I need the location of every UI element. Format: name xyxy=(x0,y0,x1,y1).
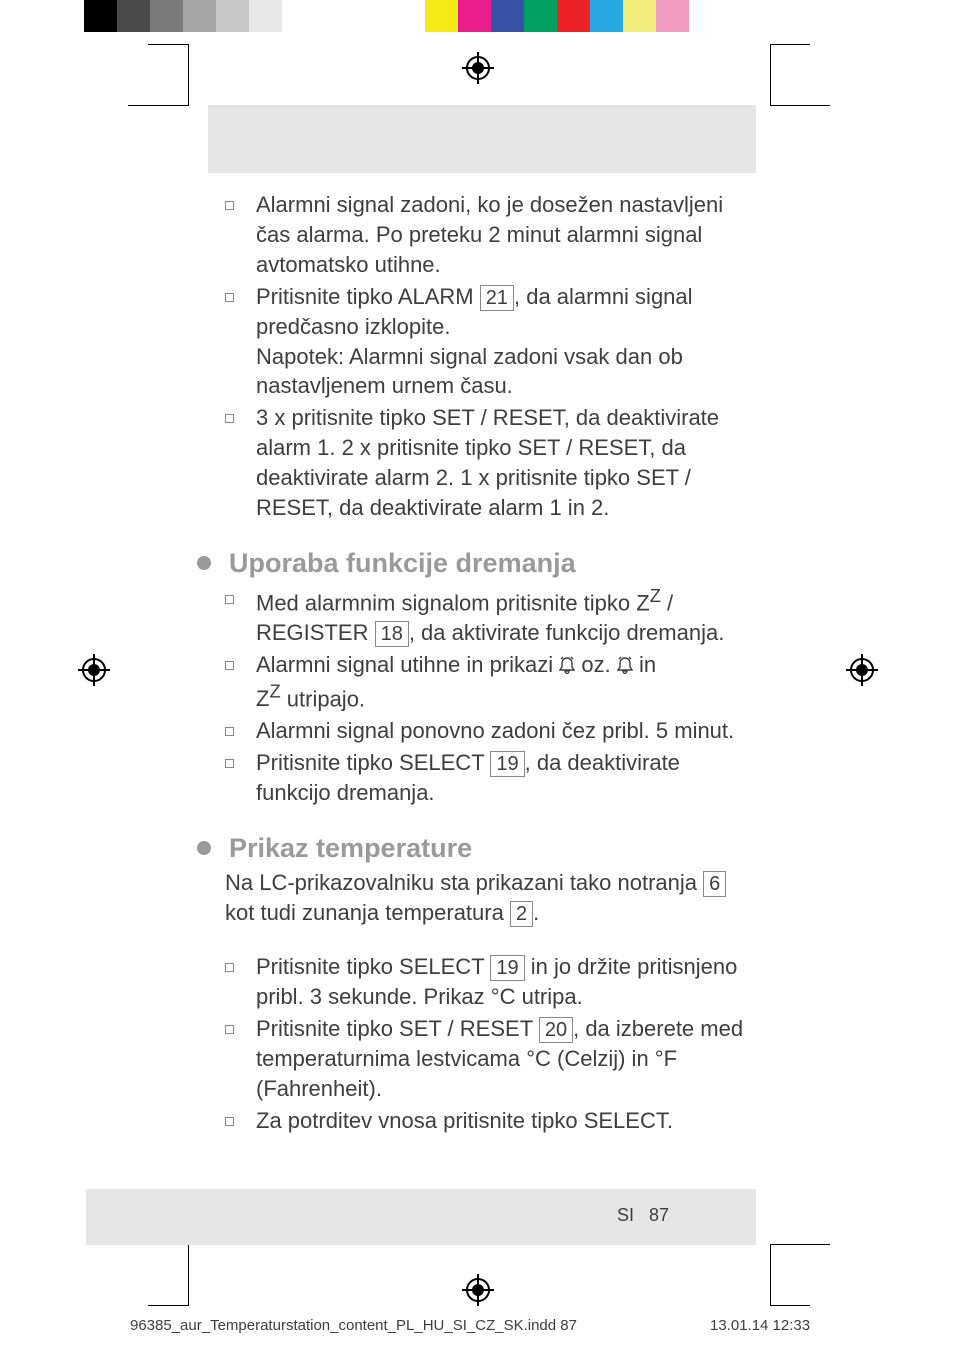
page-content: Alarmni signal zadoni, ko je dosežen nas… xyxy=(225,190,745,1138)
list-item-text: Pritisnite tipko SELECT 19, da deaktivir… xyxy=(256,748,745,808)
list-item-text: Za potrditev vnosa pritisnite tipko SELE… xyxy=(256,1106,745,1136)
header-bar xyxy=(208,105,756,173)
reference-number: 20 xyxy=(539,1017,573,1043)
list-item-text: Alarmni signal ponovno zadoni čez pribl.… xyxy=(256,716,745,746)
bullet-dot-icon xyxy=(197,556,211,570)
crop-mark xyxy=(188,1244,189,1306)
list-item: Pritisnite tipko ALARM 21, da alarmni si… xyxy=(225,282,745,402)
bullet-box-icon xyxy=(225,414,234,423)
heading-text: Uporaba funkcije dremanja xyxy=(229,545,576,582)
page-no: 87 xyxy=(649,1205,669,1225)
note-label: Napotek: xyxy=(256,344,344,369)
crop-mark xyxy=(128,105,188,106)
list-item: Pritisnite tipko SET / RESET 20, da izbe… xyxy=(225,1014,745,1104)
list-item: Pritisnite tipko SELECT 19, da deaktivir… xyxy=(225,748,745,808)
crop-mark xyxy=(770,1244,830,1245)
printer-color-bar xyxy=(0,0,954,32)
list-item-text: Med alarmnim signalom pritisnite tipko Z… xyxy=(256,584,745,648)
list-item-text: Pritisnite tipko ALARM 21, da alarmni si… xyxy=(256,282,745,402)
bullet-dot-icon xyxy=(197,841,211,855)
bell-icon xyxy=(559,654,575,678)
list-item-text: Alarmni signal zadoni, ko je dosežen nas… xyxy=(256,190,745,280)
list-item: Za potrditev vnosa pritisnite tipko SELE… xyxy=(225,1106,745,1136)
list-item: Pritisnite tipko SELECT 19 in jo držite … xyxy=(225,952,745,1012)
list-item: 3 x pritisnite tipko SET / RESET, da dea… xyxy=(225,403,745,523)
crop-mark xyxy=(770,1305,810,1306)
bullet-box-icon xyxy=(225,201,234,210)
list-item: Med alarmnim signalom pritisnite tipko Z… xyxy=(225,584,745,648)
bullet-box-icon xyxy=(225,1025,234,1034)
reference-number: 2 xyxy=(510,901,533,927)
list-item-text: Alarmni signal utihne in prikazi oz. in … xyxy=(256,650,745,714)
section-heading-temperature: Prikaz temperature xyxy=(197,830,745,867)
list-item-text: Pritisnite tipko SELECT 19 in jo držite … xyxy=(256,952,745,1012)
bullet-box-icon xyxy=(225,661,234,670)
crop-mark xyxy=(188,44,189,106)
heading-text: Prikaz temperature xyxy=(229,830,472,867)
registration-mark-top xyxy=(462,52,494,91)
page-number: SI 87 xyxy=(617,1205,669,1226)
crop-mark xyxy=(770,44,771,106)
crop-mark xyxy=(770,44,810,45)
reference-number: 6 xyxy=(703,871,726,897)
bullet-box-icon xyxy=(225,595,234,604)
reference-number: 18 xyxy=(375,621,409,647)
bullet-box-icon xyxy=(225,759,234,768)
reference-number: 21 xyxy=(480,285,514,311)
bullet-box-icon xyxy=(225,1117,234,1126)
bullet-box-icon xyxy=(225,293,234,302)
list-item-text: 3 x pritisnite tipko SET / RESET, da dea… xyxy=(256,403,745,523)
registration-mark-bottom xyxy=(462,1274,494,1313)
list-item-text: Pritisnite tipko SET / RESET 20, da izbe… xyxy=(256,1014,745,1104)
bullet-box-icon xyxy=(225,727,234,736)
registration-mark-left xyxy=(78,654,110,693)
crop-mark xyxy=(148,44,188,45)
slug-filename: 96385_aur_Temperaturstation_content_PL_H… xyxy=(130,1317,577,1334)
slug-timestamp: 13.01.14 12:33 xyxy=(710,1317,810,1334)
page-lang: SI xyxy=(617,1205,634,1225)
list-item: Alarmni signal zadoni, ko je dosežen nas… xyxy=(225,190,745,280)
list-item: Alarmni signal ponovno zadoni čez pribl.… xyxy=(225,716,745,746)
crop-mark xyxy=(770,1244,771,1306)
crop-mark xyxy=(148,1305,188,1306)
bell-icon xyxy=(617,654,633,678)
bullet-box-icon xyxy=(225,963,234,972)
reference-number: 19 xyxy=(490,955,524,981)
reference-number: 19 xyxy=(490,751,524,777)
section-heading-snooze: Uporaba funkcije dremanja xyxy=(197,545,745,582)
list-item: Alarmni signal utihne in prikazi oz. in … xyxy=(225,650,745,714)
crop-mark xyxy=(770,105,830,106)
registration-mark-right xyxy=(846,654,878,693)
paragraph-temperature: Na LC-prikazovalniku sta prikazani tako … xyxy=(225,868,745,928)
